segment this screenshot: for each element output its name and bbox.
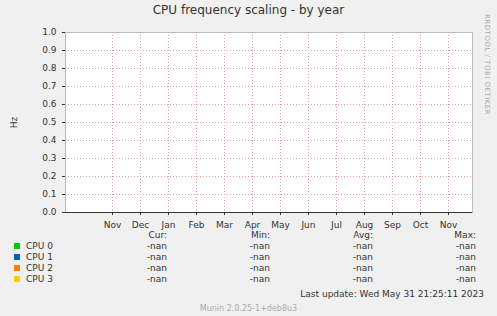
svg-text:0.0: 0.0 (42, 207, 57, 217)
html-text:-nan: -nan (352, 274, 373, 284)
html-text:-nan: -nan (146, 252, 167, 262)
svg-text:May: May (271, 220, 290, 230)
html-text:RRDTOOL / TOBI OETIKER: RRDTOOL / TOBI OETIKER (483, 14, 491, 116)
svg-text:Oct: Oct (413, 220, 429, 230)
html-text:CPU 1: CPU 1 (26, 252, 53, 262)
html-text:Cur:: Cur: (148, 230, 167, 240)
svg-text:Sep: Sep (384, 220, 401, 230)
svg-text:0.2: 0.2 (42, 171, 56, 181)
svg-text:0.8: 0.8 (42, 63, 57, 73)
html-text:-nan: -nan (249, 241, 270, 251)
html-text:CPU 2: CPU 2 (26, 263, 53, 273)
svg-text:Aug: Aug (356, 220, 374, 230)
html-text:CPU 0: CPU 0 (26, 241, 53, 251)
html-text:Min:: Min: (251, 230, 270, 240)
svg-text:0.9: 0.9 (42, 45, 57, 55)
svg-text:0.4: 0.4 (42, 135, 57, 145)
html-text:-nan: -nan (455, 263, 476, 273)
html-text:-nan: -nan (146, 241, 167, 251)
html-text:-nan: -nan (146, 263, 167, 273)
svg-text:Mar: Mar (216, 220, 233, 230)
html-text:Max:: Max: (454, 230, 476, 240)
html-text:-nan: -nan (146, 274, 167, 284)
svg-text:0.1: 0.1 (42, 189, 56, 199)
html-text:-nan: -nan (352, 252, 373, 262)
html-text:CPU frequency scaling - by yea: CPU frequency scaling - by year (152, 3, 345, 17)
html-text:-nan: -nan (352, 263, 373, 273)
html-text:-nan: -nan (455, 241, 476, 251)
svg-text:0.6: 0.6 (42, 99, 57, 109)
html-text:Last update: Wed May 31 21:25:: Last update: Wed May 31 21:25:11 2023 (300, 289, 484, 299)
svg-text:0.7: 0.7 (42, 81, 56, 91)
svg-text:Apr: Apr (245, 220, 261, 230)
html-text:-nan: -nan (249, 252, 270, 262)
svg-text:Feb: Feb (189, 220, 205, 230)
html-text:-nan: -nan (352, 241, 373, 251)
svg-text:Jun: Jun (300, 220, 315, 230)
svg-text:Jan: Jan (161, 220, 176, 230)
html-text:-nan: -nan (249, 274, 270, 284)
html-text:-nan: -nan (455, 252, 476, 262)
html-text:Munin 2.0.25-1+deb8u3: Munin 2.0.25-1+deb8u3 (199, 304, 298, 313)
svg-text:Dec: Dec (132, 220, 149, 230)
svg-text:Nov: Nov (104, 220, 122, 230)
svg-text:Nov: Nov (440, 220, 458, 230)
html-text:-nan: -nan (455, 274, 476, 284)
svg-text:0.3: 0.3 (42, 153, 56, 163)
svg-text:0.5: 0.5 (42, 117, 56, 127)
svg-text:Hz: Hz (9, 116, 19, 128)
svg-text:1.0: 1.0 (42, 27, 57, 37)
html-text:-nan: -nan (249, 263, 270, 273)
svg-text:Jul: Jul (330, 220, 342, 230)
html-text:CPU 3: CPU 3 (26, 274, 53, 284)
html-text:Avg:: Avg: (353, 230, 373, 240)
